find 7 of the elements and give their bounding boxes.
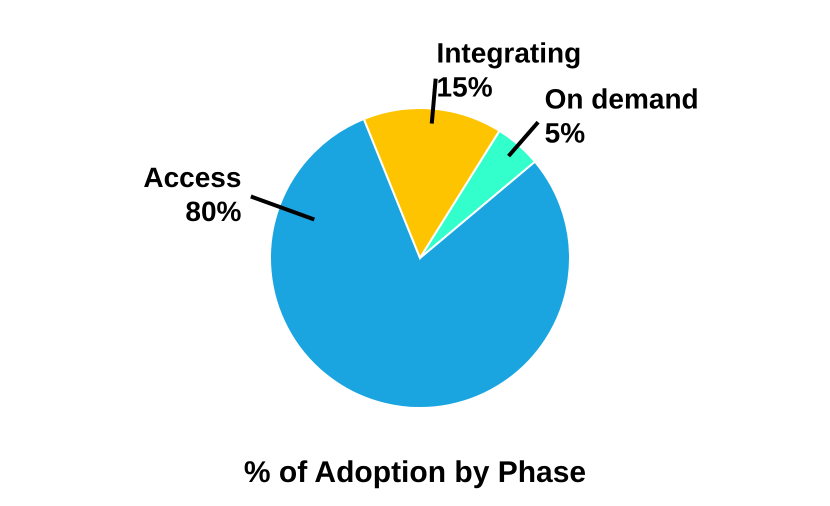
slice-label: Integrating [436,38,582,69]
data-label: 15% [436,72,493,103]
slice-label: Access [143,162,242,194]
text: % of Adoption by Phase [242,456,588,490]
slice-label: On demand [544,84,699,115]
data-label: 5% [544,118,586,149]
data-label: 80% [185,196,242,228]
